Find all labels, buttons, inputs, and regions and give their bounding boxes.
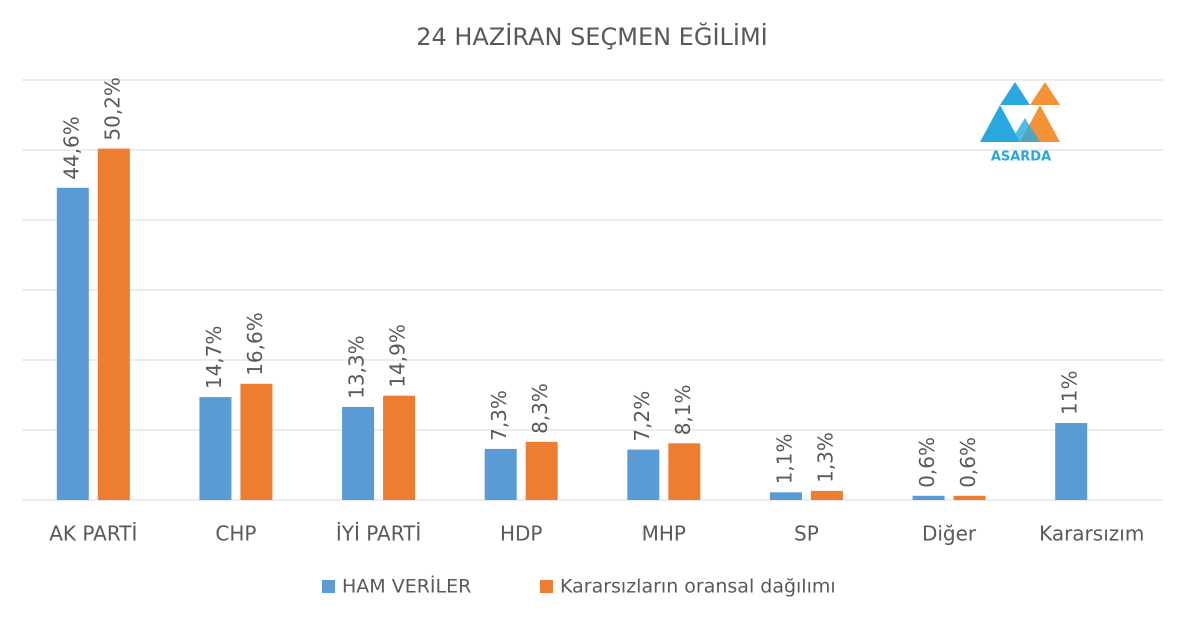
bar: [484, 448, 517, 500]
bar: [1055, 423, 1088, 500]
data-label: 44,6%: [59, 116, 83, 180]
data-label: 1,1%: [772, 433, 796, 484]
x-tick-label: SP: [794, 522, 819, 546]
data-label: 13,3%: [345, 335, 369, 399]
x-tick-label: HDP: [500, 522, 543, 546]
data-label: 14,9%: [386, 324, 410, 388]
bar: [627, 449, 660, 500]
data-label: 8,1%: [671, 384, 695, 435]
bar: [912, 495, 945, 500]
x-tick-label: Kararsızım: [1039, 522, 1144, 546]
x-tick-label: İYİ PARTİ: [336, 522, 421, 546]
logo-shape: [980, 105, 1020, 142]
bar: [668, 443, 701, 500]
bar: [199, 397, 232, 500]
data-label: 7,2%: [630, 391, 654, 442]
data-label: 11%: [1058, 371, 1082, 415]
data-label: 8,3%: [528, 383, 552, 434]
legend-swatch: [322, 580, 335, 593]
bar: [342, 406, 375, 500]
data-label: 1,3%: [813, 432, 837, 483]
bar: [525, 441, 558, 500]
legend-label: Kararsızların oransal dağılımı: [560, 576, 836, 598]
x-tick-label: CHP: [215, 522, 256, 546]
bar: [240, 383, 273, 500]
chart-title: 24 HAZİRAN SEÇMEN EĞİLİMİ: [416, 21, 768, 51]
data-label: 7,3%: [487, 390, 511, 441]
logo-shape: [1010, 118, 1040, 142]
x-tick-label: Diğer: [922, 522, 977, 546]
bar: [56, 187, 89, 501]
logo-shape: [1000, 82, 1030, 105]
legend-swatch: [540, 580, 553, 593]
bar: [810, 490, 843, 500]
data-label: 0,6%: [915, 437, 939, 488]
data-label: 0,6%: [956, 437, 980, 488]
x-tick-label: MHP: [642, 522, 686, 546]
bar: [383, 395, 416, 500]
x-tick-label: AK PARTİ: [49, 522, 137, 546]
logo-text: ASARDA: [991, 150, 1051, 165]
bar: [953, 495, 986, 500]
data-label: 14,7%: [202, 326, 226, 390]
logo-shape: [1030, 82, 1060, 105]
legend-label: HAM VERİLER: [342, 575, 471, 598]
data-label: 16,6%: [243, 312, 267, 376]
logo: ASARDA: [980, 82, 1060, 165]
bar: [97, 148, 130, 500]
bar: [769, 492, 802, 500]
data-label: 50,2%: [100, 77, 124, 141]
